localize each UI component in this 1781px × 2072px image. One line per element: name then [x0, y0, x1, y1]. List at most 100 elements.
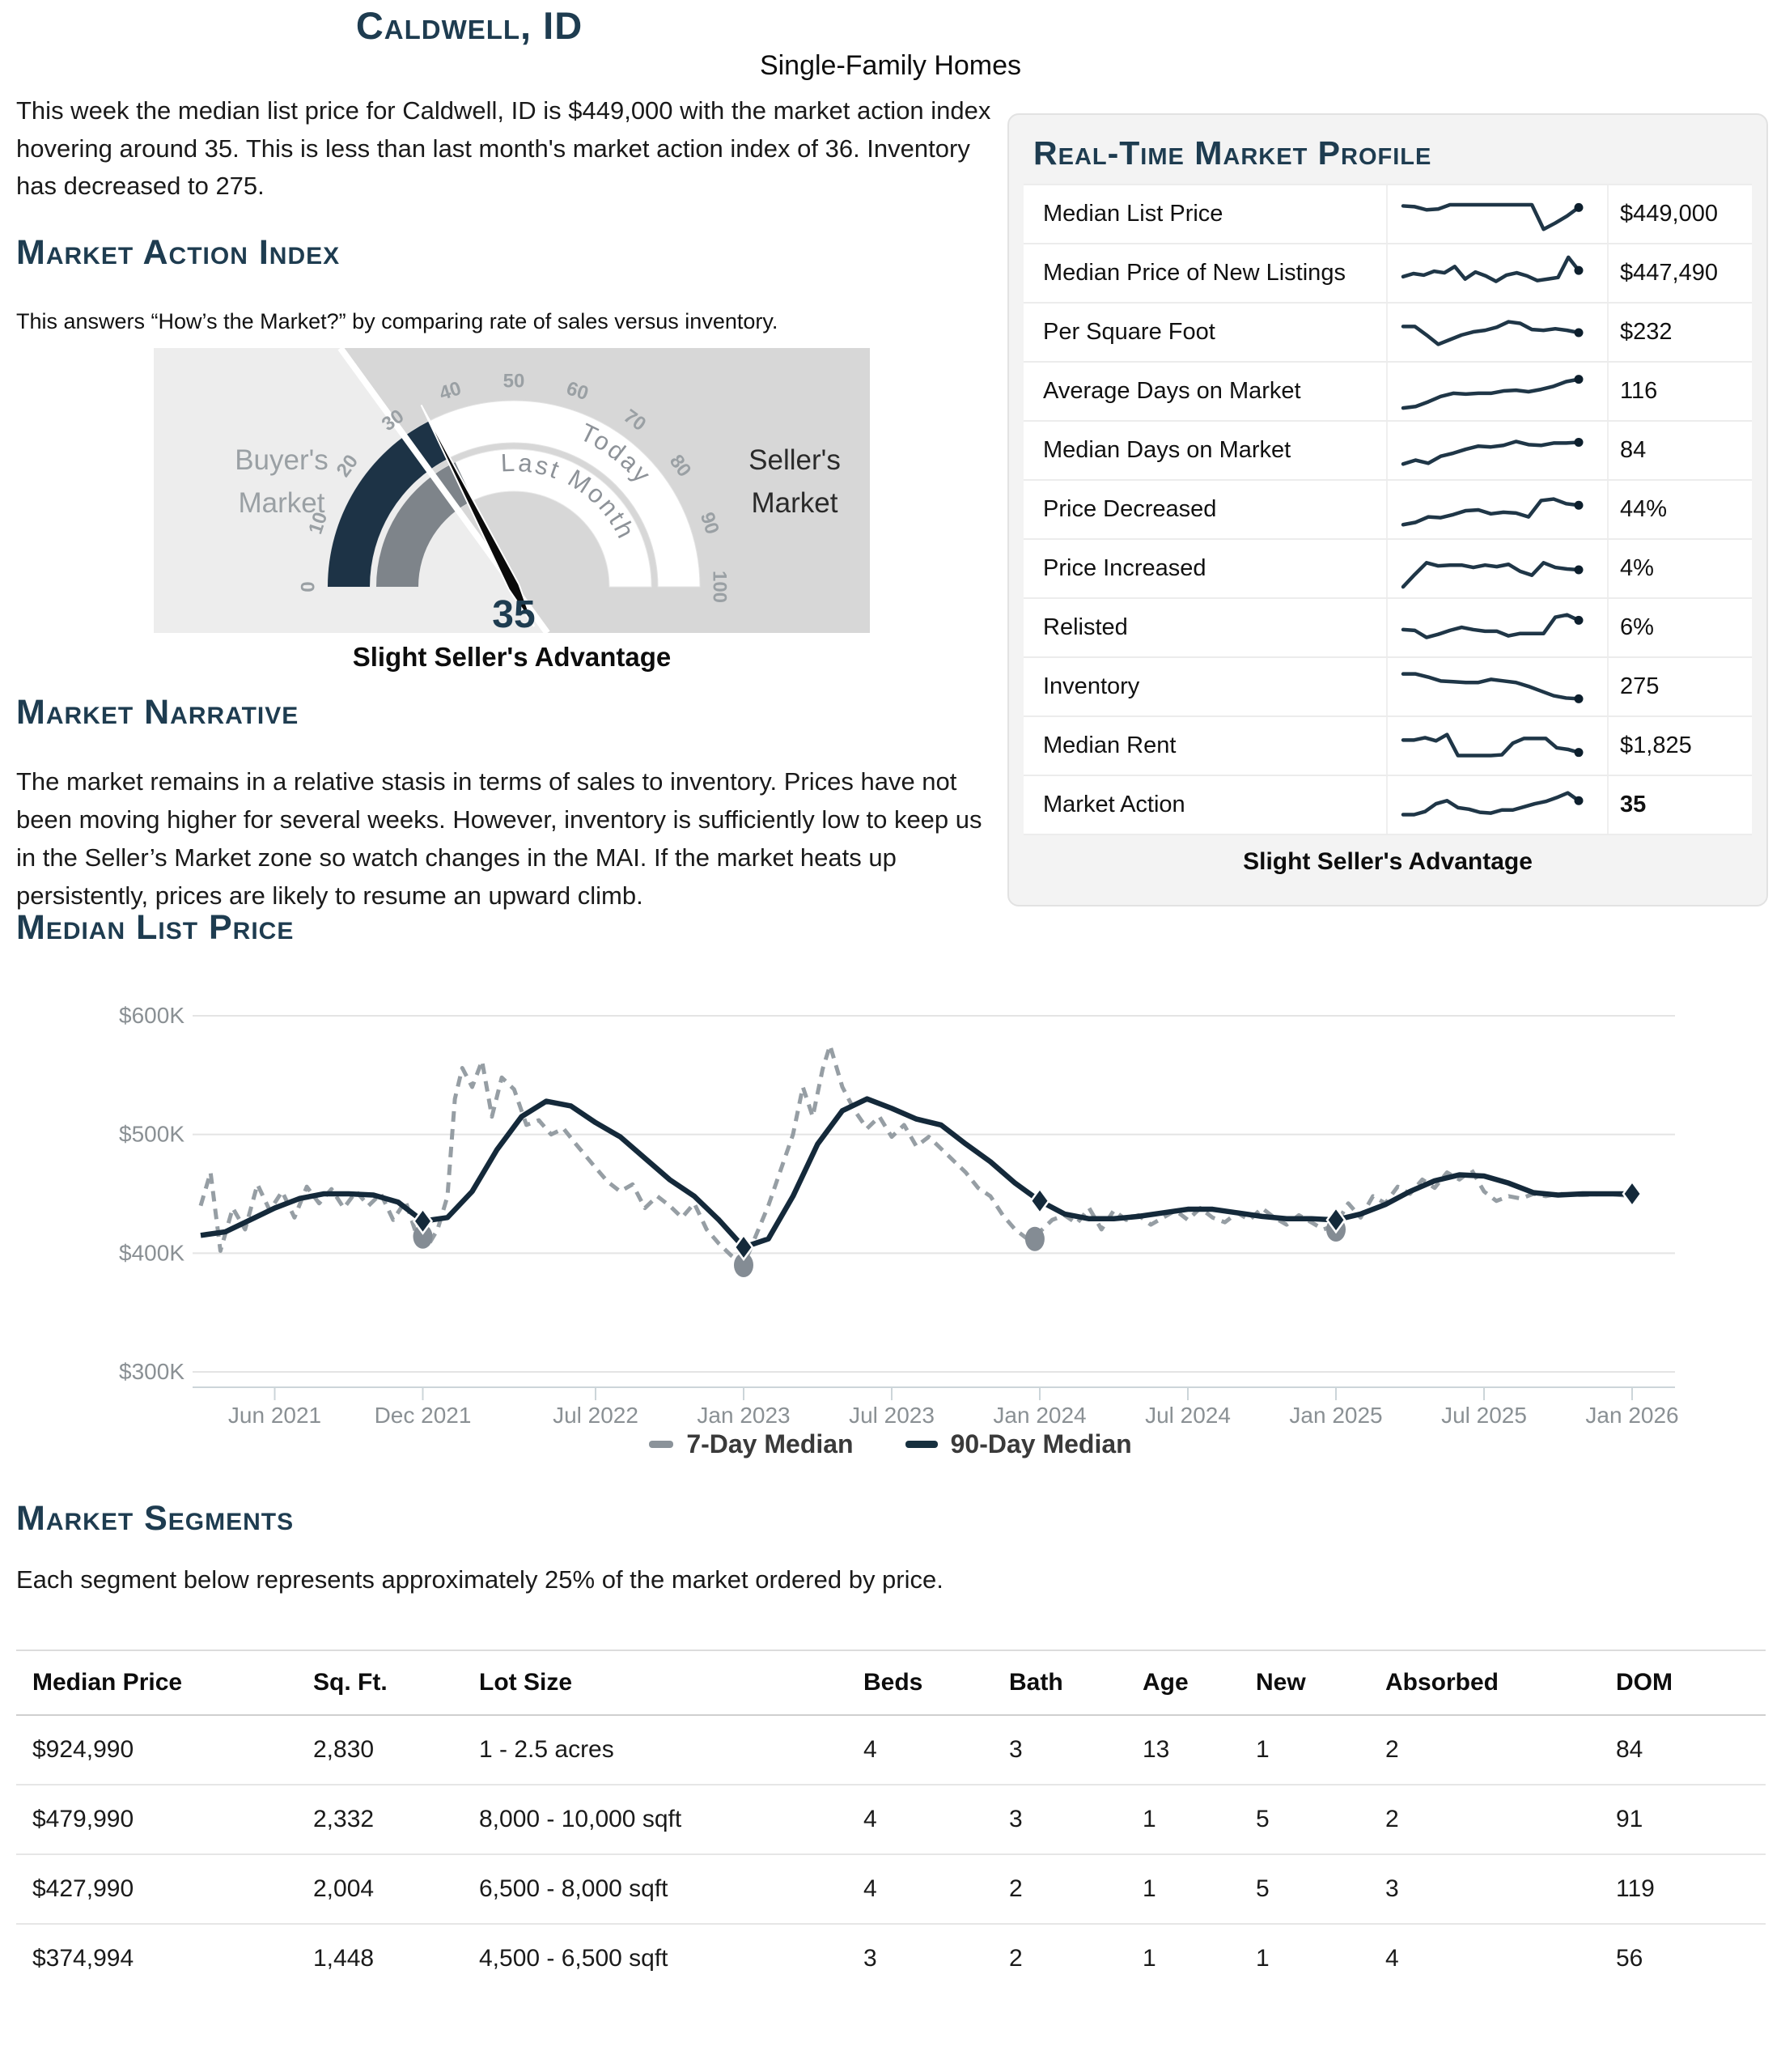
profile-row-label: Price Decreased [1024, 481, 1388, 538]
section-heading-market-narrative: Market Narrative [16, 693, 299, 732]
x-axis-tick-label: Jan 2025 [1289, 1403, 1382, 1428]
profile-row-sparkline [1388, 185, 1609, 243]
profile-row-value: $447,490 [1620, 260, 1718, 286]
segments-cell: 4 [863, 1736, 877, 1763]
segments-cell: 1 [1256, 1945, 1270, 1972]
segments-cell: 1,448 [313, 1945, 375, 1972]
segments-cell: 3 [863, 1945, 877, 1972]
segments-cell: $374,994 [32, 1945, 134, 1972]
segments-cell: 3 [1385, 1875, 1399, 1902]
segments-cell: 4,500 - 6,500 sqft [479, 1945, 668, 1972]
segments-cell: 1 [1143, 1806, 1156, 1832]
x-axis-tick-label: Jan 2026 [1585, 1403, 1678, 1428]
marker-diamond [1622, 1179, 1643, 1208]
profile-row-sparkline [1388, 658, 1609, 715]
marker-circle [734, 1252, 753, 1277]
segments-header-cell: Sq. Ft. [313, 1669, 388, 1696]
segments-cell: 3 [1009, 1736, 1023, 1763]
page-title: Caldwell, ID [355, 4, 583, 47]
profile-row-label: Per Square Foot [1024, 304, 1388, 361]
legend-swatch-90day-icon [905, 1441, 938, 1448]
sellers-market-label: Seller's [748, 444, 841, 476]
profile-row: Market Action 35 [1024, 776, 1752, 835]
segments-cell: 119 [1616, 1875, 1655, 1902]
gauge-tick-label: 100 [709, 571, 731, 603]
chart-legend: 7-Day Median 90-Day Median [0, 1429, 1781, 1459]
x-axis-tick-label: Jul 2023 [849, 1403, 935, 1428]
x-axis-tick-label: Dec 2021 [375, 1403, 472, 1428]
segments-description: Each segment below represents approximat… [16, 1565, 944, 1594]
x-axis-tick-label: Jan 2023 [697, 1403, 790, 1428]
segments-cell: 4 [863, 1806, 877, 1832]
narrative-paragraph: The market remains in a relative stasis … [16, 767, 982, 911]
profile-row-label: Price Increased [1024, 540, 1388, 597]
profile-row: Median List Price $449,000 [1024, 185, 1752, 244]
gauge-status-label: Slight Seller's Advantage [352, 642, 672, 672]
profile-row: Per Square Foot $232 [1024, 304, 1752, 363]
segments-cell: 8,000 - 10,000 sqft [479, 1806, 682, 1832]
gauge-tick-label: 0 [297, 581, 319, 592]
profile-row-value: 84 [1620, 437, 1647, 463]
segments-cell: 1 - 2.5 acres [479, 1736, 614, 1763]
gauge-today-fill [328, 421, 449, 587]
profile-row-sparkline [1388, 717, 1609, 775]
market-segments-table: Median Price Sq. Ft. Lot Size Beds Bath Age Ne… [16, 1650, 1766, 1993]
x-axis-tick-label: Jul 2024 [1145, 1403, 1231, 1428]
profile-row: Average Days on Market 116 [1024, 363, 1752, 422]
profile-row-value: $449,000 [1620, 201, 1718, 227]
segments-cell: 84 [1616, 1736, 1643, 1763]
segments-cell: 2 [1009, 1875, 1023, 1902]
segments-cell: 91 [1616, 1806, 1643, 1832]
segments-cell: 1 [1143, 1945, 1156, 1972]
segments-header-cell: Beds [863, 1669, 923, 1696]
segments-cell: 1 [1256, 1736, 1270, 1763]
report-subtitle: Single-Family Homes [759, 50, 1022, 81]
segments-row: $374,994 1,448 4,500 - 6,500 sqft 3 2 1 1 4 56 [16, 1925, 1766, 1993]
segments-header-cell: New [1256, 1669, 1306, 1696]
marker-circle [413, 1224, 433, 1249]
profile-status-label: Slight Seller's Advantage [1243, 848, 1533, 875]
marker-circle [1024, 1226, 1045, 1251]
profile-row: Median Price of New Listings $447,490 [1024, 244, 1752, 304]
segments-cell: 6,500 - 8,000 sqft [479, 1875, 668, 1902]
segments-cell: 4 [863, 1875, 877, 1902]
y-axis-tick-label: $600K [119, 1003, 184, 1028]
profile-row-sparkline [1388, 244, 1609, 302]
profile-row-label: Average Days on Market [1024, 363, 1388, 420]
profile-row-sparkline [1388, 599, 1609, 656]
profile-row: Median Rent $1,825 [1024, 717, 1752, 776]
segments-row: $427,990 2,004 6,500 - 8,000 sqft 4 2 1 5 3 119 [16, 1855, 1766, 1925]
intro-paragraph: This week the median list price for Cald… [16, 96, 991, 200]
segments-cell: 2 [1009, 1945, 1023, 1972]
segments-cell: 4 [1385, 1945, 1399, 1972]
y-axis-tick-label: $400K [119, 1240, 184, 1265]
legend-item-90day: 90-Day Median [905, 1429, 1132, 1459]
legend-swatch-7day-icon [649, 1441, 674, 1448]
segments-cell: 3 [1009, 1806, 1023, 1832]
profile-row: Inventory 275 [1024, 658, 1752, 717]
segments-cell: 2,830 [313, 1736, 375, 1763]
profile-row: Price Decreased 44% [1024, 481, 1752, 540]
svg-text:Market: Market [239, 487, 325, 519]
segments-cell: 5 [1256, 1875, 1270, 1902]
profile-row-value: 44% [1620, 496, 1668, 522]
profile-panel-title: Real-Time Market Profile [1033, 134, 1432, 172]
segments-cell: $479,990 [32, 1806, 134, 1832]
profile-row-label: Relisted [1024, 599, 1388, 656]
section-heading-market-action-index: Market Action Index [16, 233, 341, 272]
segments-header-cell: DOM [1616, 1669, 1673, 1696]
segments-row: $479,990 2,332 8,000 - 10,000 sqft 4 3 1 5 2 91 [16, 1785, 1766, 1855]
gauge-needle [420, 404, 535, 627]
profile-row-value: 35 [1620, 792, 1647, 817]
segments-cell: 2,004 [313, 1875, 375, 1902]
segments-cell: 13 [1143, 1736, 1170, 1763]
x-axis-tick-label: Jul 2025 [1441, 1403, 1527, 1428]
buyers-market-label: Buyer's [235, 444, 329, 476]
profile-row: Price Increased 4% [1024, 540, 1752, 599]
profile-row-sparkline [1388, 422, 1609, 479]
segments-cell: 5 [1256, 1806, 1270, 1832]
segments-header-row: Median Price Sq. Ft. Lot Size Beds Bath Age Ne… [16, 1651, 1766, 1716]
gauge-buyer-zone-bg [154, 348, 548, 633]
